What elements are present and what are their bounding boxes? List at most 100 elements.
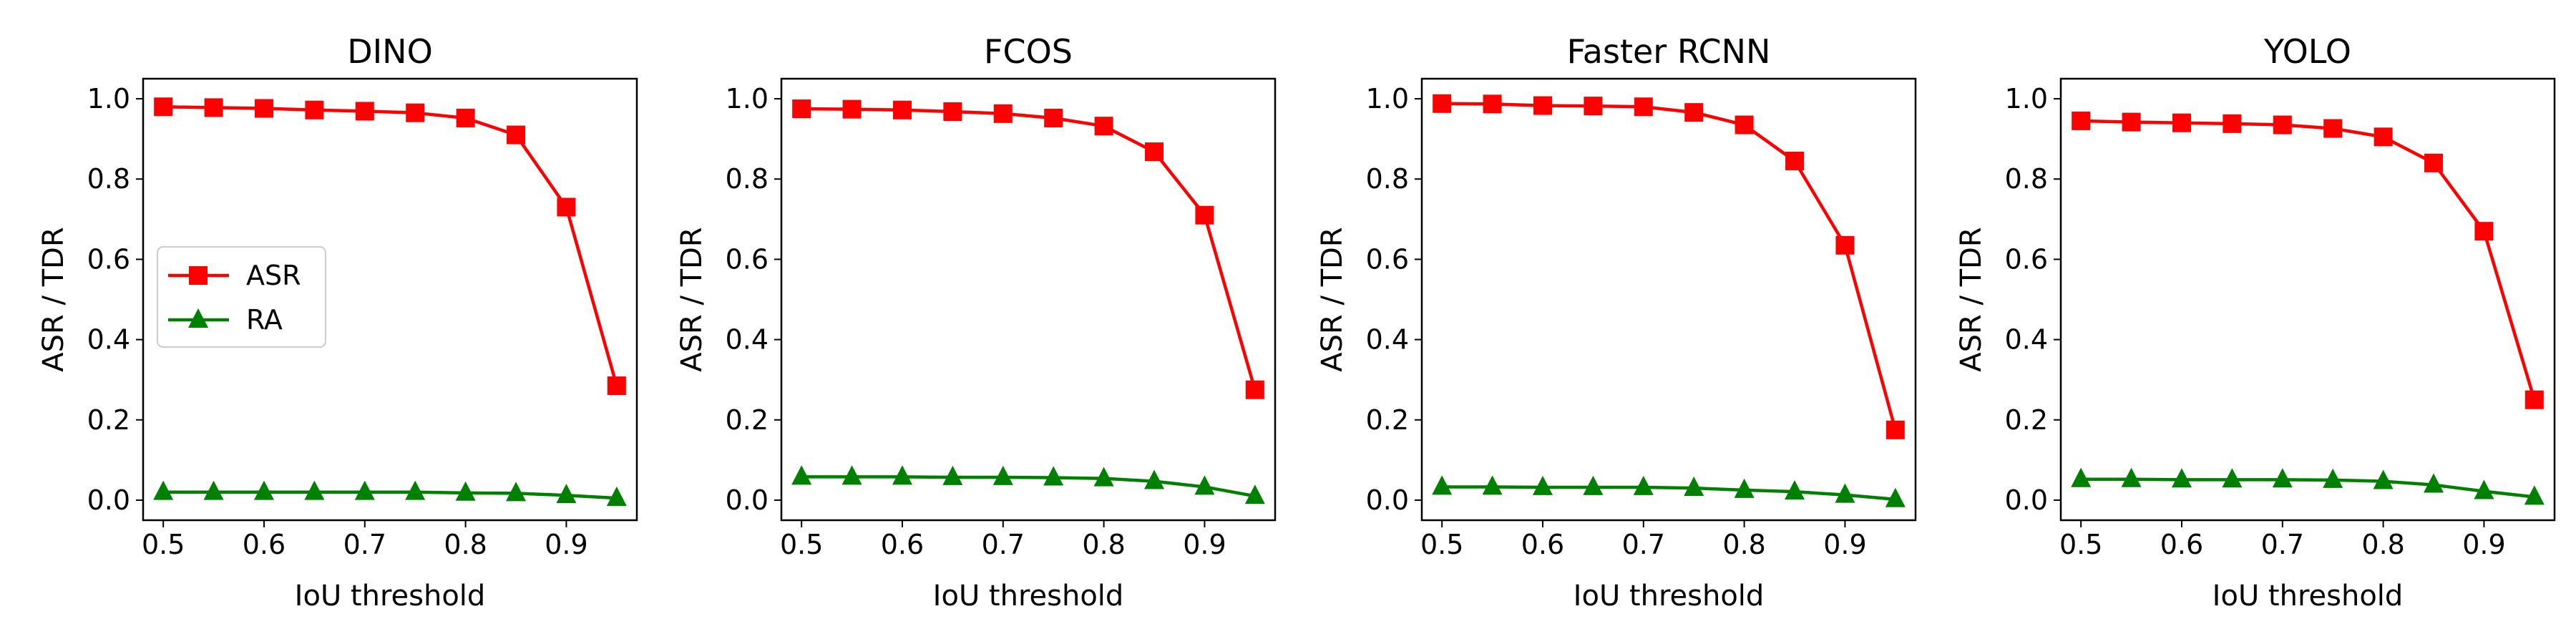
y-tick-label: 0.6	[87, 243, 130, 275]
data-point-asr	[355, 102, 374, 121]
data-point-asr	[456, 108, 475, 127]
x-axis-label: IoU threshold	[2212, 580, 2404, 613]
data-point-asr	[1145, 142, 1164, 162]
y-tick-label: 1.0	[726, 83, 769, 114]
data-point-asr	[892, 100, 912, 119]
data-point-asr	[1433, 94, 1452, 113]
data-point-ra	[1482, 475, 1503, 495]
axes-frame	[1420, 77, 1917, 522]
data-point-ra	[506, 482, 527, 502]
x-axis-label: IoU threshold	[933, 580, 1124, 613]
data-point-ra	[2222, 468, 2243, 488]
y-tick-label: 0.2	[1366, 404, 1409, 436]
data-point-ra	[1734, 478, 1755, 498]
data-point-asr	[1245, 380, 1264, 399]
y-tick-label: 0.8	[2005, 163, 2048, 195]
x-tick-label: 0.5	[1420, 529, 1463, 560]
y-tick-label: 1.0	[87, 83, 130, 114]
x-tick-label: 0.7	[2261, 529, 2304, 560]
y-tick-label: 0.0	[87, 484, 130, 516]
y-tick-label: 0.6	[2005, 243, 2048, 275]
chart-title: DINO	[347, 32, 433, 71]
data-point-ra	[1684, 477, 1704, 497]
x-tick-label: 0.6	[243, 529, 286, 560]
data-point-asr	[557, 197, 576, 217]
data-point-asr	[607, 376, 626, 396]
data-point-asr	[842, 99, 862, 119]
y-tick-label: 0.0	[2005, 484, 2048, 516]
y-axis-label: ASR / TDR	[675, 227, 708, 371]
axes-frame	[780, 77, 1277, 522]
data-point-ra	[1432, 475, 1453, 495]
y-tick-label: 0.4	[726, 324, 769, 356]
y-tick-label: 0.0	[726, 484, 769, 516]
data-point-asr	[1785, 151, 1805, 170]
axes-frame	[142, 77, 638, 522]
y-tick-label: 0.8	[1366, 163, 1409, 195]
y-tick-label: 0.0	[1366, 484, 1409, 516]
y-tick-label: 0.4	[2005, 324, 2048, 356]
y-tick-label: 0.8	[87, 163, 130, 195]
data-point-asr	[2323, 119, 2343, 138]
data-point-asr	[1483, 94, 1502, 114]
chart-title: Faster RCNN	[1567, 32, 1771, 71]
data-point-ra	[1194, 475, 1215, 495]
legend-label: RA	[246, 304, 283, 336]
chart-title: YOLO	[2263, 32, 2351, 71]
series-line-asr	[2081, 119, 2536, 401]
y-tick-label: 0.2	[726, 404, 769, 436]
data-point-ra	[354, 480, 375, 500]
data-point-asr	[1044, 108, 1063, 127]
data-point-ra	[1633, 475, 1654, 495]
legend-marker-ra	[188, 308, 208, 328]
legend: ASR RA	[157, 246, 326, 348]
data-point-asr	[1584, 97, 1603, 116]
chart-panel-2: FCOS 0.5 0.6 0.7 0.8 0.9 0.0 0.2 0.4 0.6 0.8 1.0 IoU…	[675, 32, 1277, 613]
data-point-ra	[2373, 469, 2394, 489]
x-tick-label: 0.9	[1823, 529, 1866, 560]
data-point-ra	[253, 480, 274, 500]
data-point-ra	[791, 465, 812, 485]
y-tick-label: 0.2	[2005, 404, 2048, 436]
y-tick-label: 0.2	[87, 404, 130, 436]
y-axis-label: ASR / TDR	[1955, 227, 1988, 371]
data-point-asr	[792, 99, 811, 119]
series-line-asr	[1442, 102, 1898, 431]
x-tick-label: 0.9	[2462, 529, 2505, 560]
data-point-ra	[2424, 473, 2444, 493]
data-point-asr	[507, 125, 526, 145]
x-tick-label: 0.7	[1622, 529, 1665, 560]
x-axis-label: IoU threshold	[295, 580, 486, 613]
data-point-ra	[304, 480, 325, 500]
data-point-asr	[2424, 153, 2444, 172]
data-point-asr	[305, 100, 324, 119]
chart-panel-1: DINO 0.5 0.6 0.7 0.8 0.9 0.0 0.2 0.4 0.6 0.8 1.0 IoU…	[37, 32, 638, 613]
data-point-asr	[993, 104, 1013, 123]
x-tick-label: 0.8	[2361, 529, 2404, 560]
data-point-asr	[1735, 115, 1754, 135]
series-line-ra	[1442, 485, 1896, 502]
data-point-ra	[203, 480, 224, 500]
data-point-ra	[1532, 475, 1553, 495]
y-axis-label: ASR / TDR	[1316, 227, 1349, 371]
data-point-ra	[2171, 468, 2192, 488]
data-point-asr	[1684, 103, 1704, 122]
series-line-asr	[801, 107, 1257, 391]
x-tick-label: 0.5	[2059, 529, 2102, 560]
data-point-asr	[406, 103, 425, 122]
y-tick-label: 0.6	[726, 243, 769, 275]
x-tick-label: 0.6	[2160, 529, 2203, 560]
data-point-asr	[2273, 115, 2292, 135]
data-point-ra	[606, 487, 627, 507]
data-point-asr	[2223, 114, 2242, 133]
chart-panel-3: Faster RCNN 0.5 0.6 0.7 0.8 0.9 0.0 0.2 0.4 0.6 0.…	[1316, 32, 1917, 613]
x-tick-label: 0.7	[982, 529, 1025, 560]
x-tick-label: 0.7	[343, 529, 386, 560]
data-point-ra	[556, 484, 577, 504]
y-tick-label: 0.4	[1366, 324, 1409, 356]
series-line-asr	[163, 105, 619, 386]
data-point-ra	[1785, 480, 1805, 500]
x-tick-label: 0.8	[1082, 529, 1125, 560]
x-tick-label: 0.6	[1521, 529, 1564, 560]
x-tick-label: 0.8	[444, 529, 487, 560]
